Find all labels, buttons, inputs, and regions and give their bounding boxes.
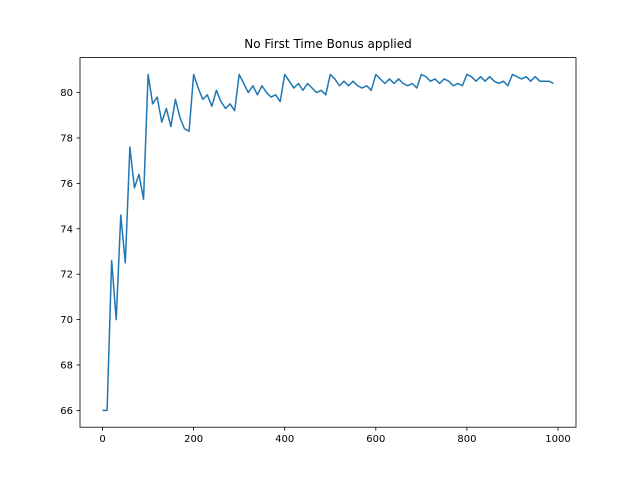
y-tick-label: 68 xyxy=(60,360,73,371)
y-tick-label: 74 xyxy=(60,224,73,235)
y-tick-label: 76 xyxy=(60,179,73,190)
y-tick-label: 66 xyxy=(60,406,73,417)
x-tick-label: 1000 xyxy=(545,434,570,445)
x-tick-label: 800 xyxy=(457,434,476,445)
x-tick-label: 0 xyxy=(99,434,105,445)
y-tick-label: 80 xyxy=(60,88,73,99)
x-tick-label: 600 xyxy=(366,434,385,445)
data-line xyxy=(102,73,554,412)
y-tick-label: 72 xyxy=(60,270,73,281)
y-tick-label: 70 xyxy=(60,315,73,326)
x-tick-label: 400 xyxy=(275,434,294,445)
x-tick-label: 200 xyxy=(184,434,203,445)
y-tick-label: 78 xyxy=(60,133,73,144)
plot-frame xyxy=(79,57,577,428)
chart-title: No First Time Bonus applied xyxy=(244,37,412,51)
